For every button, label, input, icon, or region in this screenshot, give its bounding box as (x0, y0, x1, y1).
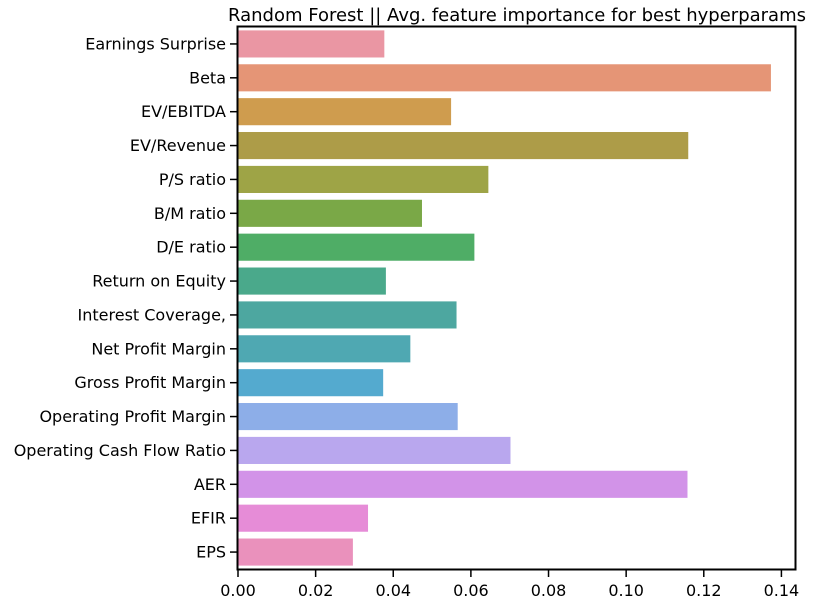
x-tick-label: 0.06 (453, 581, 489, 600)
y-tick-label: B/M ratio (154, 204, 226, 223)
y-tick-label: Interest Coverage, (78, 305, 226, 324)
x-tick-label: 0.12 (686, 581, 722, 600)
bar (238, 30, 385, 58)
bar (238, 98, 452, 126)
x-tick-label: 0.02 (298, 581, 334, 600)
y-tick-label: Beta (189, 68, 226, 87)
y-axis: Earnings Surprise Beta EV/EBITDA EV/Revenue… (14, 34, 238, 562)
bar (238, 132, 689, 160)
x-tick-label: 0.08 (531, 581, 567, 600)
bar (238, 504, 369, 532)
x-tick-label: 0.14 (764, 581, 800, 600)
y-tick-label: Earnings Surprise (85, 34, 226, 53)
bar (238, 199, 422, 227)
bar (238, 267, 386, 295)
bar (238, 165, 489, 193)
bar (238, 335, 411, 363)
y-tick-label: Return on Equity (92, 272, 226, 291)
y-tick-label: EPS (196, 543, 226, 562)
x-tick-label: 0.00 (220, 581, 256, 600)
y-tick-label: EFIR (191, 509, 226, 528)
y-tick-label: AER (194, 475, 226, 494)
y-tick-label: D/E ratio (156, 238, 226, 257)
y-tick-label: Net Profit Margin (91, 339, 226, 358)
chart-title: Random Forest || Avg. feature importance… (228, 5, 806, 26)
bar (238, 538, 353, 566)
y-tick-label: EV/Revenue (130, 136, 226, 155)
plot-frame (236, 25, 797, 571)
bar (238, 64, 771, 92)
x-tick-label: 0.04 (375, 581, 411, 600)
y-tick-label: P/S ratio (159, 170, 226, 189)
bar (238, 369, 384, 397)
y-tick-label: Operating Cash Flow Ratio (14, 441, 226, 460)
bar (238, 233, 475, 261)
bars-layer (238, 30, 771, 566)
x-axis: 0.00 0.02 0.04 0.06 0.08 0.10 0.12 0.14 (220, 569, 799, 600)
y-tick-label: Operating Profit Margin (39, 407, 226, 426)
bar (238, 436, 511, 464)
bar (238, 470, 688, 498)
y-tick-label: Gross Profit Margin (74, 373, 226, 392)
x-tick-label: 0.10 (608, 581, 644, 600)
bar (238, 403, 458, 431)
bar (238, 301, 457, 329)
y-tick-label: EV/EBITDA (141, 102, 226, 121)
